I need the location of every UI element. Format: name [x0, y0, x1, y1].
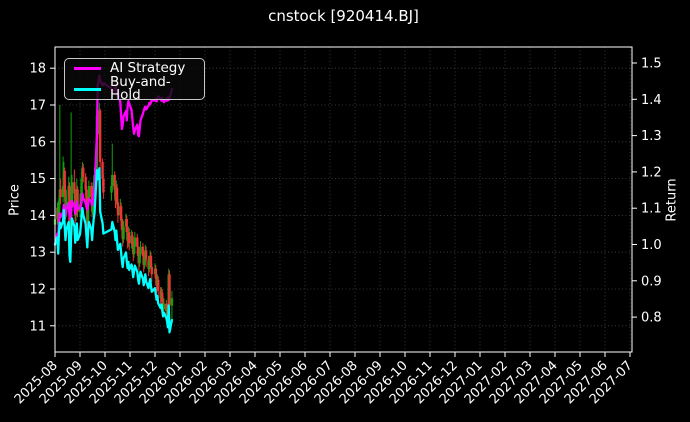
legend: AI Strategy Buy-and-Hold — [64, 58, 205, 103]
price-tick-label: 17 — [29, 99, 46, 114]
legend-line-swatch — [74, 67, 101, 71]
legend-item-label: Buy-and-Hold — [110, 73, 171, 103]
legend-item-label: AI Strategy — [110, 60, 186, 76]
return-tick-label: 0.8 — [641, 311, 662, 326]
chart-title: cnstock [920414.BJ] — [268, 7, 419, 25]
return-tick-label: 1.2 — [641, 165, 662, 180]
price-tick-label: 16 — [29, 135, 46, 150]
price-tick-label: 14 — [29, 209, 46, 224]
price-tick-label: 15 — [29, 172, 46, 187]
price-axis-label: Price — [7, 184, 23, 216]
return-axis-label: Return — [664, 178, 680, 222]
plot-spines — [54, 46, 633, 353]
legend-item: AI Strategy — [74, 60, 200, 76]
price-tick-label: 11 — [29, 319, 46, 334]
return-tick-label: 1.4 — [641, 93, 662, 108]
return-tick-label: 1.3 — [641, 129, 662, 144]
price-tick-label: 12 — [29, 283, 46, 298]
return-tick-label: 1.1 — [641, 202, 662, 217]
legend-item: Buy-and-Hold — [74, 73, 200, 103]
buy-and-hold-line — [53, 167, 174, 334]
return-tick-label: 0.9 — [641, 274, 662, 289]
price-tick-label: 13 — [29, 246, 46, 261]
return-tick-label: 1.0 — [641, 238, 662, 253]
return-tick-label: 1.5 — [641, 57, 662, 72]
legend-line-swatch — [74, 87, 101, 91]
price-tick-label: 18 — [29, 62, 46, 77]
